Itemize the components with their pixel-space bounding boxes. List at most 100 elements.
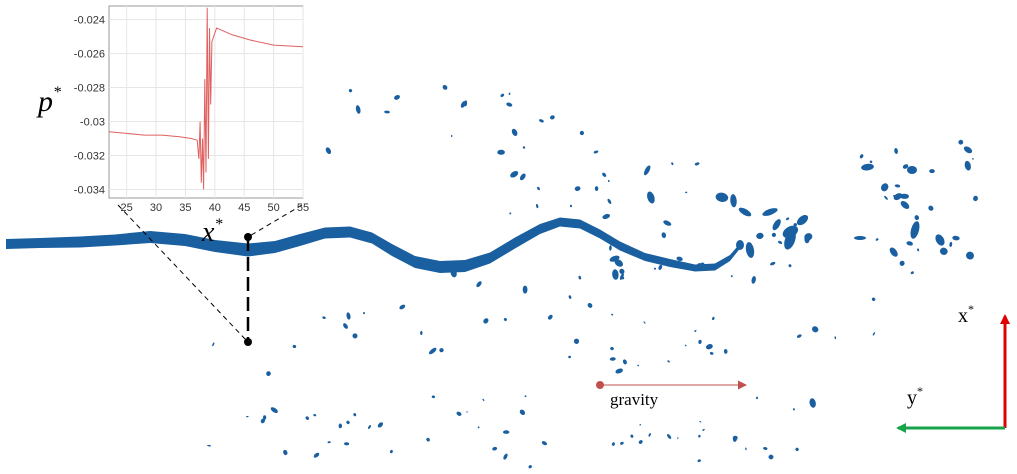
- inset-x-tick-label: 50: [267, 202, 279, 214]
- droplet: [696, 263, 701, 267]
- probe-point-top: [244, 233, 252, 241]
- droplet: [615, 368, 623, 374]
- droplet: [770, 261, 776, 266]
- droplet: [266, 371, 271, 376]
- pressure-inset-chart: 25 30 35 40 45 50 55 -0.024 -0.026 -0.028 -0.03 -0.…: [74, 5, 309, 214]
- droplet: [536, 204, 539, 209]
- jet-tip: [736, 240, 744, 250]
- droplet: [346, 420, 350, 425]
- droplet: [420, 331, 423, 335]
- droplet: [792, 408, 795, 411]
- droplet: [751, 276, 756, 284]
- droplet: [327, 441, 331, 444]
- droplet: [428, 347, 437, 355]
- droplet: [607, 198, 612, 204]
- droplet: [619, 273, 624, 280]
- droplet: [778, 240, 783, 244]
- droplet: [503, 318, 507, 321]
- droplet: [476, 281, 482, 288]
- droplet: [667, 434, 672, 439]
- inset-y-tick-label: -0.032: [74, 151, 105, 163]
- droplet: [859, 154, 864, 159]
- droplet: [602, 172, 607, 177]
- inset-x-tick-label: 55: [297, 202, 309, 214]
- droplet: [362, 312, 366, 315]
- droplet: [587, 302, 593, 308]
- droplet: [639, 424, 642, 426]
- droplet: [756, 232, 764, 240]
- droplet: [509, 212, 512, 215]
- droplet: [861, 163, 874, 171]
- droplet: [712, 316, 715, 321]
- droplet: [694, 330, 697, 332]
- ligament: [910, 221, 920, 239]
- droplet: [614, 259, 624, 267]
- droplet: [638, 440, 643, 444]
- droplet: [671, 162, 674, 166]
- droplet: [630, 434, 634, 438]
- droplet: [637, 364, 640, 367]
- droplet: [917, 248, 920, 252]
- droplet: [949, 241, 953, 247]
- droplet: [676, 256, 683, 261]
- droplet: [519, 409, 526, 416]
- droplet: [730, 194, 737, 208]
- inset-x-tick-label: 45: [238, 202, 250, 214]
- probe-point-bottom: [244, 338, 252, 346]
- droplet: [547, 314, 553, 320]
- x-axis-label: x*: [958, 302, 974, 327]
- droplet: [322, 316, 326, 319]
- droplet: [439, 348, 444, 353]
- droplet: [723, 349, 728, 354]
- pressure-trace: [108, 7, 304, 190]
- droplet: [497, 149, 505, 155]
- ligament: [907, 166, 917, 174]
- droplet: [952, 235, 960, 241]
- zoom-line-left: [117, 204, 247, 341]
- inset-y-tick-label: -0.028: [74, 83, 105, 95]
- droplet: [661, 232, 667, 239]
- droplet: [610, 346, 614, 351]
- droplet: [568, 295, 572, 299]
- droplet: [881, 183, 889, 192]
- droplet: [964, 160, 971, 171]
- droplet: [305, 416, 310, 420]
- droplet: [677, 436, 679, 440]
- droplet: [579, 130, 585, 136]
- droplet: [260, 418, 266, 424]
- droplet: [763, 447, 768, 450]
- droplet: [212, 342, 215, 347]
- droplet: [377, 422, 384, 428]
- ligament: [738, 207, 752, 217]
- droplet: [709, 351, 714, 355]
- droplet: [768, 454, 774, 460]
- droplet: [893, 195, 898, 198]
- droplet: [871, 297, 876, 302]
- droplet: [611, 442, 615, 446]
- droplet: [771, 232, 777, 238]
- probe-label: x*: [201, 216, 222, 248]
- droplet: [684, 344, 687, 347]
- inset-x-tick-label: 40: [209, 202, 221, 214]
- droplet: [796, 334, 802, 338]
- droplet: [804, 233, 813, 241]
- droplet: [755, 396, 759, 400]
- droplet: [450, 269, 457, 278]
- droplet: [313, 452, 320, 458]
- droplet: [900, 193, 909, 199]
- inset-x-tick-label: 35: [179, 202, 191, 214]
- droplet: [368, 425, 371, 429]
- droplet: [958, 139, 964, 145]
- droplet: [522, 285, 528, 294]
- droplet: [910, 271, 914, 275]
- inset-y-axis-label: p*: [36, 84, 61, 118]
- zoom-line-right: [247, 204, 303, 238]
- ligament: [854, 236, 866, 240]
- droplet: [872, 332, 876, 336]
- inset-y-tick-label: -0.03: [80, 117, 105, 129]
- droplet: [346, 312, 351, 320]
- droplet: [500, 93, 505, 98]
- droplet: [503, 430, 510, 434]
- droplet: [338, 423, 342, 429]
- droplet: [522, 146, 526, 149]
